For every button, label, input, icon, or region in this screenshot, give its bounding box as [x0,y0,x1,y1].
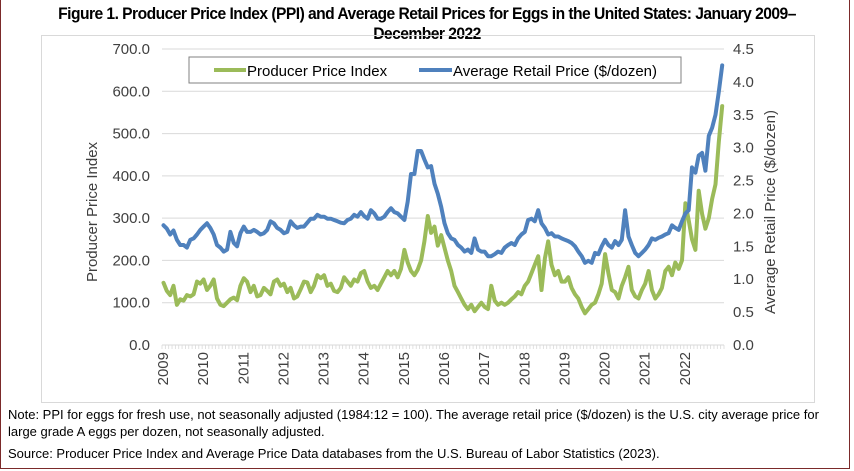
y-axis-right: 0.0 0.5 1.0 1.5 2.0 2.5 3.0 3.5 4.0 4.5 [733,41,754,354]
x-tick-label: 2018 [516,352,533,385]
x-tick-label: 2013 [316,352,333,385]
y2-tick-label: 0.0 [733,337,754,354]
legend: Producer Price Index Average Retail Pric… [188,56,682,84]
y-axis-left: 0.0 100.0 200.0 300.0 400.0 500.0 600.0 700.0 [112,41,150,354]
gridlines [161,48,725,349]
figure-note: Note: PPI for eggs for fresh use, not se… [8,407,819,439]
y-tick-label: 400.0 [112,168,150,185]
series-lines [161,63,725,316]
y-tick-label: 300.0 [112,210,150,227]
x-tick-label: 2011 [235,352,252,384]
y2-tick-label: 1.0 [733,271,754,288]
x-tick-label: 2016 [436,352,453,385]
x-tick-label: 2021 [637,352,654,385]
y-tick-label: 600.0 [112,83,150,100]
chart-area [41,35,815,403]
y-tick-label: 0.0 [129,337,150,354]
y2-tick-label: 4.0 [733,74,754,91]
y-axis-label: Producer Price Index [84,141,101,282]
x-tick-label: 2019 [556,352,573,385]
y-tick-label: 700.0 [112,41,150,58]
y2-tick-label: 0.5 [733,304,754,321]
y2-tick-label: 3.5 [733,107,754,124]
y2-tick-label: 2.5 [733,173,754,190]
x-tick-label: 2014 [356,352,373,385]
x-tick-label: 2017 [476,352,493,385]
series-line-ppi [161,104,725,316]
x-tick-label: 2010 [195,352,212,385]
y2-tick-label: 4.5 [733,41,754,58]
figure-source: Source: Producer Price Index and Average… [8,446,660,461]
figure-title: Figure 1. Producer Price Index (PPI) and… [58,4,796,43]
y2-tick-label: 1.5 [733,238,754,255]
y-tick-label: 500.0 [112,126,150,143]
series-line-retail-price [161,63,725,265]
x-tick-label: 2009 [155,352,172,385]
y-tick-label: 100.0 [112,295,150,312]
y-tick-label: 200.0 [112,252,150,269]
x-tick-label: 2015 [396,352,413,385]
y2-tick-label: 3.0 [733,140,754,157]
legend-label-ppi: Producer Price Index [247,63,388,80]
y2-tick-label: 2.0 [733,205,754,222]
y2-axis-label: Average Retail Price ($/dozen) [762,110,779,314]
legend-label-retail: Average Retail Price ($/dozen) [453,63,657,80]
x-tick-label: 2012 [275,352,292,385]
x-tick-label: 2020 [597,352,614,385]
x-tick-label: 2022 [677,352,694,385]
legend-box [188,56,682,84]
x-axis: 2009 2010 2011 2012 2013 2014 2015 2016 2017 2018… [155,352,694,385]
